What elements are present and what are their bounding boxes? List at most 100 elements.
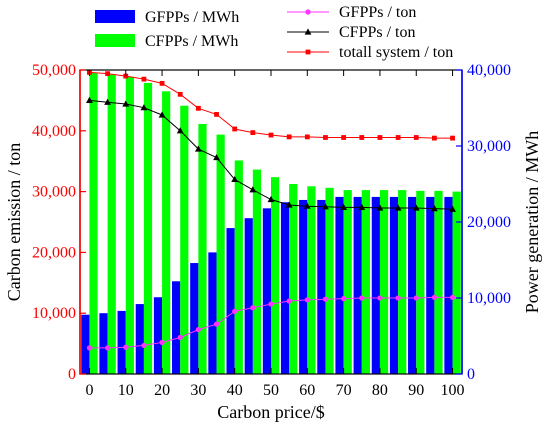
legend: GFPPs / MWh CFPPs / MWh GFPPs / ton CFPPs /…	[95, 4, 453, 61]
point-cfpps-60	[303, 202, 311, 209]
y-right-tick-label-0: 0	[467, 366, 475, 383]
x-tick-label-80: 80	[372, 382, 388, 399]
point-cfpps-70	[340, 203, 348, 211]
point-gfpps-65	[322, 296, 329, 302]
bar-gfpps-10	[117, 310, 126, 374]
point-gfpps-25	[177, 334, 183, 341]
bar-gfpps-25	[172, 281, 181, 374]
x-tick-label-70: 70	[336, 382, 352, 399]
point-gfpps-0	[86, 345, 93, 351]
point-cfpps-45	[249, 186, 257, 193]
point-total-35	[214, 111, 219, 117]
point-total-60	[304, 134, 310, 140]
axes: 0 10 20 30 40 50 60 70 80 90 100010,00020,00030,00…	[32, 62, 511, 399]
point-gfpps-80	[377, 295, 383, 301]
y-right-tick-label-40000: 40,000	[467, 62, 511, 79]
bar-cfpps-65	[325, 187, 334, 374]
point-gfpps-70	[341, 296, 347, 302]
bar-cfpps-0	[89, 73, 98, 374]
point-gfpps-15	[141, 342, 147, 349]
bar-gfpps-85	[389, 196, 399, 374]
legend-label-gfpps: GFPPs / ton	[339, 4, 416, 21]
legend-swatch-gfpps-bar	[95, 10, 135, 23]
legend-swatch-cfpps-bar	[95, 34, 135, 47]
bar-gfpps-80	[371, 196, 380, 374]
legend-marker-cfpps	[304, 28, 312, 35]
x-tick-label-10: 10	[118, 382, 134, 399]
bar-gfpps-95	[426, 196, 435, 374]
point-total-40	[232, 126, 238, 132]
point-total-55	[286, 134, 292, 140]
bar-cfpps-25	[180, 105, 189, 374]
bar-cfpps-55	[289, 184, 298, 374]
point-total-10	[123, 73, 129, 79]
bar-gfpps-15	[135, 304, 144, 374]
point-cfpps-80	[376, 204, 384, 211]
bar-cfpps-30	[198, 123, 207, 375]
bar-gfpps-100	[444, 196, 453, 374]
x-tick-label-30: 30	[190, 382, 206, 399]
bar-gfpps-75	[353, 196, 362, 374]
point-gfpps-100	[449, 294, 456, 300]
point-cfpps-50	[267, 195, 275, 203]
point-total-5	[105, 71, 110, 77]
bars	[81, 73, 461, 375]
bar-cfpps-100	[452, 191, 461, 374]
point-cfpps-0	[86, 96, 93, 103]
bar-cfpps-40	[234, 160, 243, 374]
bar-cfpps-60	[307, 186, 316, 374]
point-gfpps-85	[395, 295, 401, 301]
point-total-65	[323, 135, 328, 140]
point-total-75	[359, 135, 365, 140]
point-total-30	[195, 105, 201, 111]
x-tick-label-90: 90	[408, 382, 424, 399]
point-total-25	[177, 91, 183, 97]
bar-cfpps-20	[162, 91, 171, 374]
x-tick-label-0: 0	[85, 382, 93, 399]
point-total-50	[268, 132, 274, 138]
bar-cfpps-35	[216, 134, 225, 374]
y-left-tick-label-40000: 40,000	[32, 123, 76, 140]
point-gfpps-60	[304, 297, 310, 303]
legend-label-cfpps-bar: CFPPs / MWh	[145, 33, 238, 50]
point-total-15	[141, 76, 147, 82]
legend-label-cfpps: CFPPs / ton	[339, 24, 415, 41]
point-gfpps-30	[195, 327, 201, 333]
bar-cfpps-50	[271, 177, 280, 374]
legend-label-total: totall system / ton	[339, 44, 453, 61]
x-tick-label-100: 100	[441, 382, 465, 399]
bar-gfpps-55	[280, 202, 290, 374]
lines	[86, 70, 456, 351]
point-cfpps-5	[104, 98, 111, 105]
point-cfpps-35	[213, 153, 220, 161]
bar-gfpps-35	[208, 252, 217, 374]
point-gfpps-75	[359, 295, 365, 301]
y-axis-label-left: Carbon emission / ton	[4, 143, 24, 302]
bar-cfpps-15	[143, 82, 153, 375]
y-left-tick-label-50000: 50,000	[32, 62, 76, 79]
point-gfpps-20	[159, 339, 165, 345]
y-right-tick-label-20000: 20,000	[467, 214, 511, 231]
point-total-80	[377, 135, 383, 140]
point-gfpps-95	[431, 294, 438, 300]
point-gfpps-55	[286, 298, 292, 304]
bar-gfpps-50	[262, 208, 271, 374]
point-cfpps-100	[449, 205, 456, 212]
bar-gfpps-20	[153, 297, 163, 374]
legend-marker-gfpps	[305, 9, 311, 15]
point-gfpps-45	[250, 305, 256, 311]
point-gfpps-40	[232, 308, 238, 314]
bar-gfpps-30	[190, 263, 199, 374]
y-left-tick-label-20000: 20,000	[32, 244, 76, 261]
point-cfpps-65	[322, 203, 329, 210]
point-cfpps-40	[231, 175, 239, 183]
bar-cfpps-80	[379, 190, 389, 374]
point-total-45	[250, 130, 256, 136]
legend-marker-total	[305, 49, 311, 55]
point-gfpps-50	[268, 301, 274, 307]
point-cfpps-20	[158, 111, 166, 118]
x-tick-label-50: 50	[263, 382, 279, 399]
point-gfpps-5	[104, 345, 111, 351]
y-left-tick-label-30000: 30,000	[32, 184, 76, 201]
